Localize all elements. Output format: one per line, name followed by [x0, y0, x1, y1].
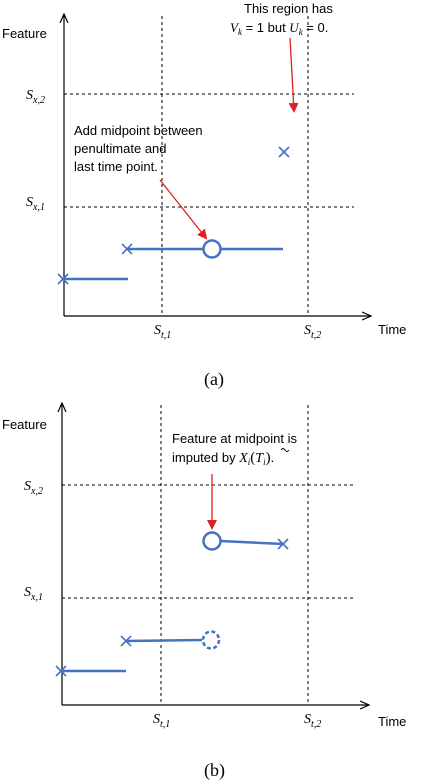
observation-segment-2 [121, 239, 283, 259]
caption-b: (b) [204, 760, 225, 781]
tilde-mark [280, 448, 290, 452]
tick-label-st2: St,2 [304, 712, 321, 730]
observation-segment-2 [120, 630, 221, 650]
x-axis-label: Time [378, 714, 406, 729]
panel-a: Feature Time Sx,2 Sx,1 St,1 St,2 This re… [2, 1, 406, 390]
cross-marker [120, 635, 132, 647]
tick-label-sx1: Sx,1 [24, 585, 43, 603]
region-annotation: This region has Vk = 1 but Uk = 0. [230, 1, 337, 37]
imputed-segment [202, 531, 289, 551]
x-axis-label: Time [378, 322, 406, 337]
observation-segment-1 [57, 273, 128, 285]
observation-segment-1 [55, 665, 126, 677]
removed-midpoint-dashed-circle [201, 630, 221, 650]
tick-label-st1: St,1 [154, 323, 171, 341]
y-axis-label: Feature [2, 417, 47, 432]
midpoint-annotation: Add midpoint between penultimate and las… [74, 123, 206, 174]
panel-b: Feature Time Sx,2 Sx,1 St,1 St,2 Featur [2, 404, 406, 781]
cross-marker [55, 665, 67, 677]
last-time-point-cross [278, 146, 290, 158]
imputation-annotation: Feature at midpoint is imputed by Xi(Ti)… [172, 431, 301, 467]
cross-marker [57, 273, 69, 285]
tick-label-st1: St,1 [153, 712, 170, 730]
caption-a: (a) [204, 369, 224, 390]
tick-label-sx2: Sx,2 [26, 88, 45, 106]
midpoint-circle [202, 239, 222, 259]
tick-label-st2: St,2 [304, 323, 321, 341]
last-time-point-cross [277, 538, 289, 550]
cross-marker [121, 243, 133, 255]
tick-label-sx2: Sx,2 [24, 479, 43, 497]
tick-label-sx1: Sx,1 [26, 195, 45, 213]
imputed-midpoint-circle [202, 531, 222, 551]
region-arrow [288, 37, 299, 113]
midpoint-arrow [159, 179, 208, 240]
y-axis-label: Feature [2, 26, 47, 41]
